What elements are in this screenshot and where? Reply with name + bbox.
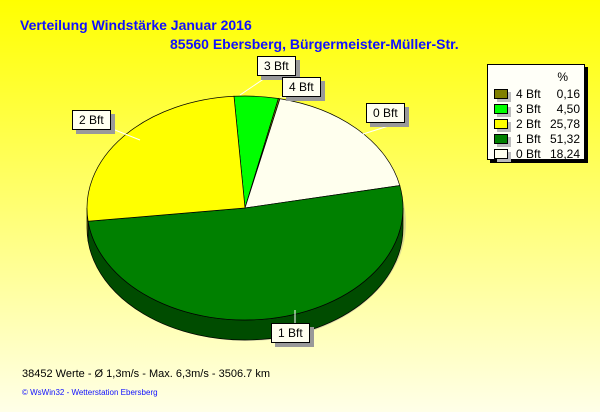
legend-value: 25,78 <box>549 117 580 131</box>
legend-header: % <box>557 70 568 84</box>
legend-label: 0 Bft <box>516 147 541 161</box>
slice-label-0bft: 0 Bft <box>366 103 405 123</box>
legend-swatch <box>494 149 508 159</box>
leader-line <box>239 75 269 96</box>
legend-swatch <box>494 89 508 99</box>
slice-label-4bft: 4 Bft <box>282 77 321 97</box>
legend-value: 4,50 <box>556 102 580 116</box>
stats-text: 38452 Werte - Ø 1,3m/s - Max. 6,3m/s - 3… <box>22 368 270 380</box>
legend-swatch <box>494 119 508 129</box>
slice-label-2bft: 2 Bft <box>72 110 111 130</box>
chart-title: Verteilung Windstärke Januar 2016 <box>20 17 252 33</box>
legend: % 4 Bft 0,16 3 Bft 4,50 2 Bft 25,78 1 Bft 51,32… <box>487 64 585 161</box>
legend-item: 2 Bft 25,78 <box>494 117 580 131</box>
legend-swatch <box>494 104 508 114</box>
pie-slice-1bft <box>87 185 404 321</box>
legend-swatch <box>494 134 508 144</box>
legend-item: 1 Bft 51,32 <box>494 132 580 146</box>
legend-label: 2 Bft <box>516 117 541 131</box>
pie-slice-2bft <box>86 95 246 222</box>
credit-text: © WsWin32 - Wetterstation Ebersberg <box>22 388 158 397</box>
pie-slice-0bft <box>244 98 401 209</box>
legend-item: 3 Bft 4,50 <box>494 102 580 116</box>
slice-label-3bft: 3 Bft <box>257 56 296 76</box>
legend-label: 4 Bft <box>516 87 541 101</box>
legend-value: 51,32 <box>549 132 580 146</box>
leader-line <box>114 129 141 141</box>
slice-label-1bft: 1 Bft <box>271 323 310 343</box>
leader-line <box>359 123 396 136</box>
legend-item: 0 Bft 18,24 <box>494 147 580 161</box>
legend-label: 1 Bft <box>516 132 541 146</box>
chart-subtitle: 85560 Ebersberg, Bürgermeister-Müller-St… <box>170 36 459 52</box>
legend-item: 4 Bft 0,16 <box>494 87 580 101</box>
legend-value: 18,24 <box>549 147 580 161</box>
legend-label: 3 Bft <box>516 102 541 116</box>
legend-value: 0,16 <box>556 87 580 101</box>
